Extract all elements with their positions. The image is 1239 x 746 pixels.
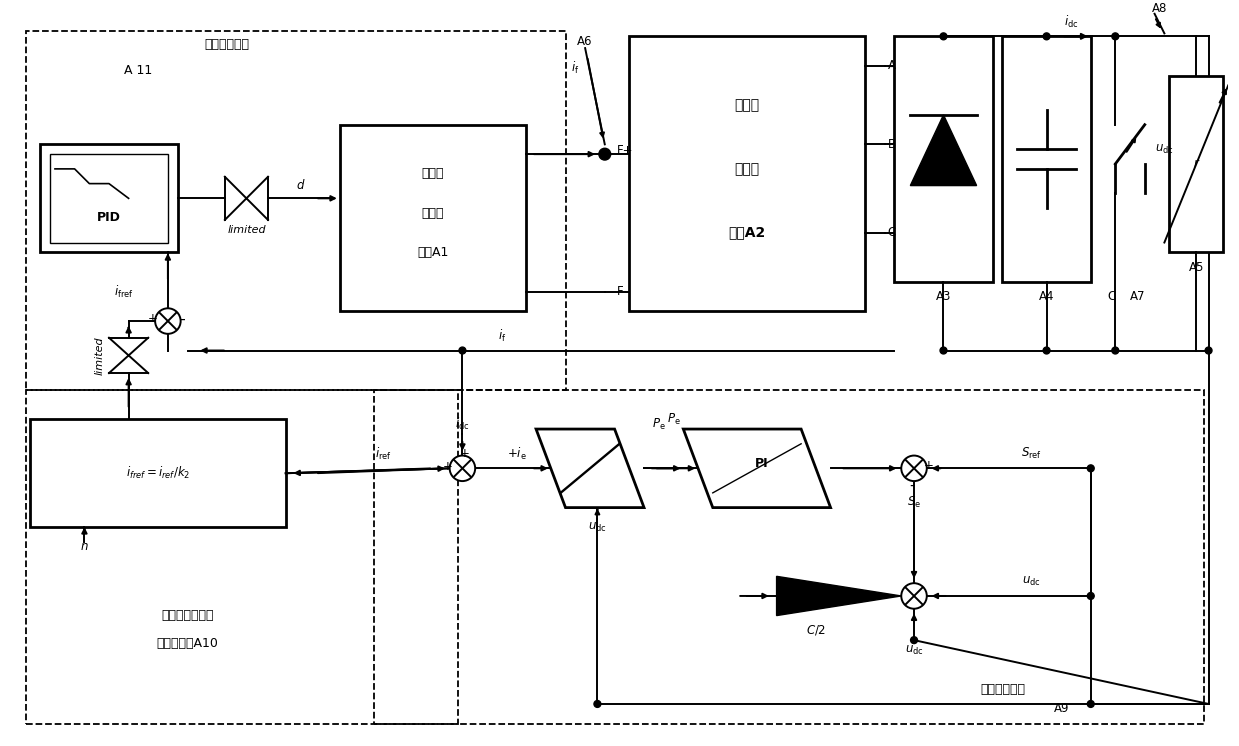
Circle shape [593, 700, 601, 707]
Text: B: B [887, 138, 896, 151]
Bar [339, 125, 527, 311]
Text: A 11: A 11 [124, 64, 152, 77]
Text: 励磁电流内环: 励磁电流内环 [204, 38, 249, 51]
Circle shape [598, 148, 611, 160]
Text: $i_\mathrm{dc}$: $i_\mathrm{dc}$ [455, 416, 470, 432]
Polygon shape [777, 577, 901, 615]
Text: n: n [81, 540, 88, 554]
Circle shape [911, 636, 917, 644]
Circle shape [1206, 347, 1212, 354]
Circle shape [155, 308, 181, 333]
Circle shape [1088, 592, 1094, 599]
Text: 流功率: 流功率 [421, 207, 445, 219]
Text: A: A [887, 59, 896, 72]
Text: $S_\mathrm{e}$: $S_\mathrm{e}$ [907, 495, 921, 510]
Text: C: C [887, 226, 896, 239]
Text: +: + [460, 447, 470, 460]
Circle shape [901, 583, 927, 609]
Circle shape [901, 456, 927, 481]
Text: 流比例环节A10: 流比例环节A10 [156, 636, 218, 650]
Text: 电励磁: 电励磁 [735, 98, 760, 112]
Text: PID: PID [97, 211, 121, 225]
Text: 负载电流励磁电: 负载电流励磁电 [161, 609, 214, 622]
Text: limited: limited [94, 336, 104, 374]
Text: +: + [442, 460, 452, 473]
Circle shape [940, 33, 947, 40]
Text: limited: limited [227, 225, 265, 235]
Text: F-: F- [617, 285, 628, 298]
Text: $i_\mathrm{f}$: $i_\mathrm{f}$ [498, 327, 506, 344]
Text: $i_\mathrm{dc}$: $i_\mathrm{dc}$ [1064, 13, 1078, 30]
Text: A5: A5 [1188, 260, 1204, 274]
Text: $P_\mathrm{e}$: $P_\mathrm{e}$ [667, 412, 680, 427]
Circle shape [458, 347, 466, 354]
Text: $u_\mathrm{dc}$: $u_\mathrm{dc}$ [589, 521, 607, 534]
Bar [50, 154, 167, 242]
Text: 同步发: 同步发 [735, 162, 760, 176]
Text: A7: A7 [1130, 290, 1146, 303]
Text: $u_\mathrm{dc}$: $u_\mathrm{dc}$ [904, 643, 923, 656]
Circle shape [1088, 700, 1094, 707]
Text: A3: A3 [935, 290, 952, 303]
Text: $i_{fref}=i_{ref}/k_2$: $i_{fref}=i_{ref}/k_2$ [126, 466, 191, 481]
Text: A8: A8 [1152, 2, 1167, 16]
Circle shape [1043, 347, 1049, 354]
Text: 驱动A1: 驱动A1 [418, 246, 449, 259]
Text: $P_\mathrm{e}$: $P_\mathrm{e}$ [652, 416, 665, 432]
Bar [629, 37, 865, 311]
Text: A9: A9 [1053, 703, 1069, 715]
Circle shape [1111, 33, 1119, 40]
Text: C: C [1108, 290, 1115, 303]
Text: PI: PI [755, 457, 768, 470]
Bar [374, 389, 1203, 724]
Bar [1170, 75, 1223, 252]
Bar [31, 419, 286, 527]
Circle shape [450, 456, 476, 481]
Text: +: + [924, 459, 934, 472]
Bar [26, 389, 457, 724]
Text: A6: A6 [577, 35, 593, 48]
Polygon shape [536, 429, 644, 507]
Text: 电机A2: 电机A2 [729, 226, 766, 239]
Text: $i_\mathrm{fref}$: $i_\mathrm{fref}$ [114, 283, 134, 300]
Text: $i_\mathrm{ref}$: $i_\mathrm{ref}$ [375, 445, 393, 462]
Text: $u_\mathrm{dc}$: $u_\mathrm{dc}$ [1022, 574, 1041, 588]
Circle shape [1088, 465, 1094, 471]
Text: $+i_\mathrm{e}$: $+i_\mathrm{e}$ [507, 445, 527, 462]
Bar [40, 144, 177, 252]
Bar [895, 37, 992, 282]
Text: -: - [180, 312, 186, 327]
Text: A4: A4 [1038, 290, 1054, 303]
Text: $u_\mathrm{dc}$: $u_\mathrm{dc}$ [1155, 142, 1173, 156]
Text: +: + [149, 312, 159, 325]
Text: 电容能量外环: 电容能量外环 [980, 683, 1025, 696]
Polygon shape [911, 115, 976, 186]
Text: $i_\mathrm{f}$: $i_\mathrm{f}$ [571, 60, 580, 76]
Text: $S_\mathrm{ref}$: $S_\mathrm{ref}$ [1021, 446, 1042, 461]
Polygon shape [684, 429, 830, 507]
Circle shape [1043, 33, 1049, 40]
Circle shape [1111, 347, 1119, 354]
Bar [1002, 37, 1090, 282]
Text: F+: F+ [617, 144, 633, 157]
Text: d: d [296, 179, 304, 192]
Text: $C/2$: $C/2$ [805, 624, 826, 637]
Text: -: - [909, 477, 914, 492]
Bar [26, 31, 565, 389]
Text: 励磁电: 励磁电 [421, 167, 445, 181]
Text: r: r [1194, 157, 1198, 171]
Circle shape [940, 347, 947, 354]
